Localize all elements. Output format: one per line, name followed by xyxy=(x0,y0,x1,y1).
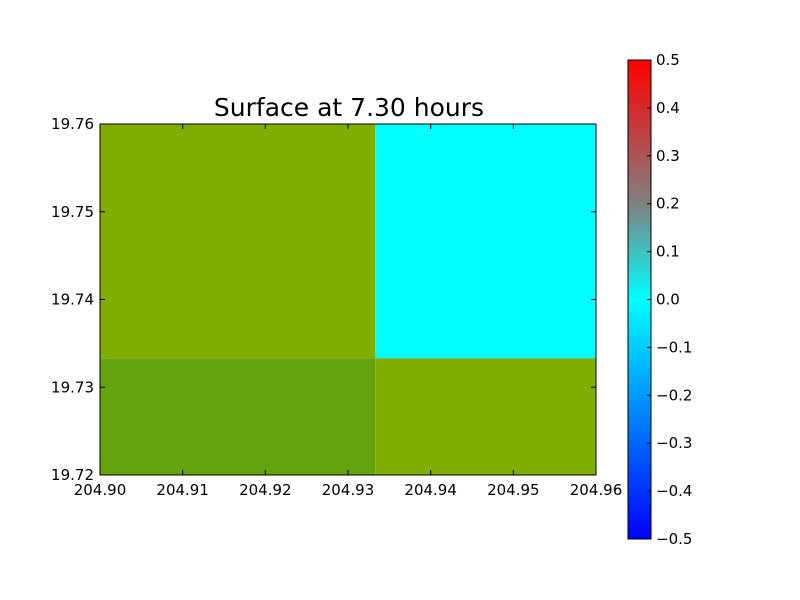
y-axis-ticks: 19.72 19.73 19.74 19.75 19.76 xyxy=(51,115,596,484)
y-tick-label: 19.73 xyxy=(51,378,94,396)
heatmap-cell-2 xyxy=(100,358,376,475)
heatmap-cell-0 xyxy=(100,124,376,359)
x-tick-label: 204.96 xyxy=(570,481,623,499)
y-tick-label: 19.72 xyxy=(51,466,94,484)
heatmap-cell-1 xyxy=(375,124,596,359)
y-tick-label: 19.75 xyxy=(51,203,94,221)
x-tick-label: 204.90 xyxy=(74,481,127,499)
colorbar-tick-label: 0.2 xyxy=(656,195,680,213)
colorbar-tick-label: −0.3 xyxy=(656,434,692,452)
x-tick-label: 204.92 xyxy=(239,481,292,499)
colorbar-tick-label: 0.3 xyxy=(656,147,680,165)
colorbar-tick-label: −0.5 xyxy=(656,530,692,548)
colorbar-tick-label: 0.5 xyxy=(656,51,680,69)
x-axis-ticks: 204.90 204.91 204.92 204.93 204.94 204.95 204.… xyxy=(74,124,623,499)
colorbar-tick-label: 0.4 xyxy=(656,99,680,117)
x-tick-label: 204.93 xyxy=(322,481,375,499)
colorbar-tick-label: −0.1 xyxy=(656,338,692,356)
colorbar-tick-label: −0.4 xyxy=(656,482,692,500)
chart-title: Surface at 7.30 hours xyxy=(214,93,484,122)
heatmap-cells xyxy=(100,124,596,475)
x-tick-label: 204.91 xyxy=(156,481,209,499)
x-tick-label: 204.94 xyxy=(404,481,457,499)
y-tick-label: 19.76 xyxy=(51,115,94,133)
colorbar-ticks: 0.5 0.4 0.3 0.2 0.1 0.0 −0.1 −0.2 −0.3 −0.4 −0.5 xyxy=(647,51,692,548)
heatmap-cell-3 xyxy=(375,358,596,475)
colorbar-tick-label: 0.1 xyxy=(656,243,680,261)
x-tick-label: 204.95 xyxy=(487,481,540,499)
y-tick-label: 19.74 xyxy=(51,291,94,309)
colorbar-tick-label: −0.2 xyxy=(656,386,692,404)
colorbar-tick-label: 0.0 xyxy=(656,291,680,309)
